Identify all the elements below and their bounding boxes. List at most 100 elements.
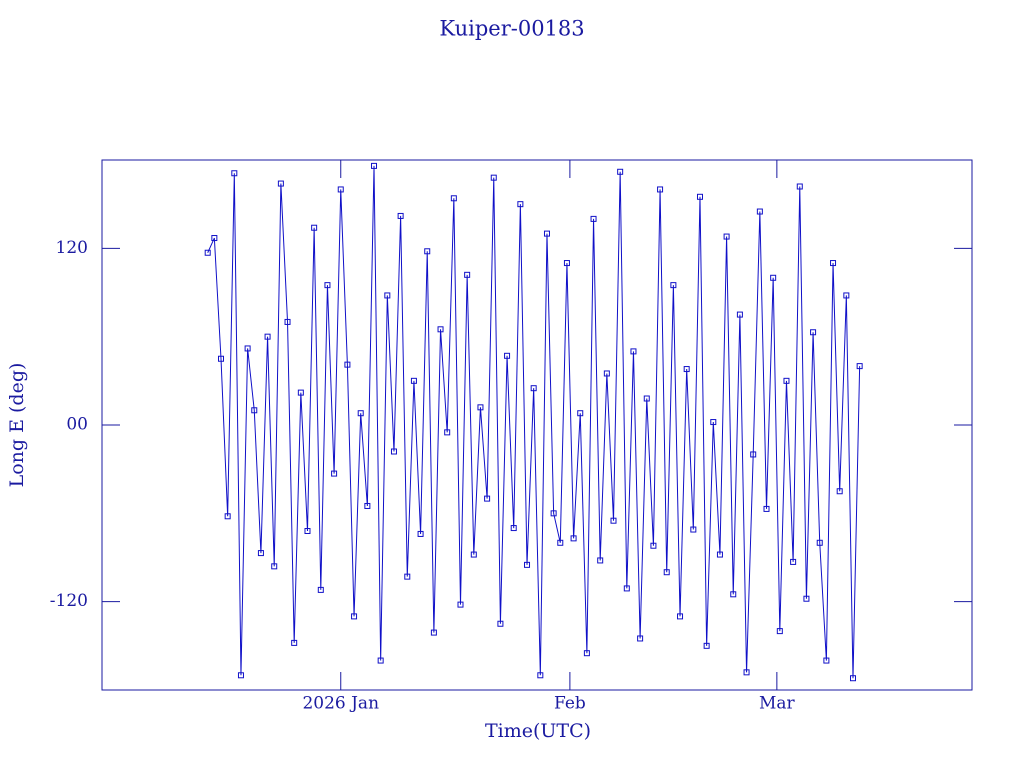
data-point: [497, 620, 504, 627]
data-point: [557, 539, 564, 546]
data-point: [663, 569, 670, 576]
data-point: [637, 635, 644, 642]
data-point: [517, 201, 524, 208]
data-point: [643, 395, 650, 402]
data-point: [351, 613, 358, 620]
data-point: [790, 558, 797, 565]
x-axis-label: Time(UTC): [485, 720, 591, 742]
data-point: [843, 292, 850, 299]
data-point: [756, 208, 763, 215]
data-point: [550, 510, 557, 517]
data-point: [683, 366, 690, 373]
data-point: [244, 345, 251, 352]
data-point: [450, 195, 457, 202]
data-point: [284, 318, 291, 325]
chart-title: Kuiper-00183: [439, 17, 584, 41]
data-point: [543, 230, 550, 237]
data-point: [510, 525, 517, 532]
data-point: [311, 224, 318, 231]
data-point: [823, 657, 830, 664]
data-point: [750, 451, 757, 458]
data-point: [430, 629, 437, 636]
data-point: [570, 535, 577, 542]
data-point: [390, 448, 397, 455]
data-point: [603, 370, 610, 377]
data-point: [524, 561, 531, 568]
data-point: [577, 410, 584, 417]
data-point: [783, 377, 790, 384]
data-point: [211, 235, 218, 242]
data-line: [207, 165, 861, 679]
data-point: [237, 672, 244, 679]
data-point: [617, 168, 624, 175]
y-tick-label: 120: [56, 238, 88, 258]
data-point: [677, 613, 684, 620]
data-point: [304, 528, 311, 534]
data-point: [803, 595, 810, 602]
data-point: [371, 162, 378, 169]
data-point: [464, 271, 471, 278]
y-tick-label: -120: [50, 591, 88, 611]
data-point: [583, 650, 590, 657]
data-point: [716, 551, 723, 558]
data-point: [457, 601, 464, 608]
data-point: [770, 274, 777, 281]
data-point: [776, 628, 783, 635]
data-point: [710, 419, 717, 426]
data-point: [830, 260, 837, 267]
data-point: [623, 585, 630, 592]
data-point: [504, 352, 511, 359]
data-point: [590, 215, 597, 222]
data-point: [364, 502, 371, 509]
data-point: [836, 488, 843, 495]
data-point: [796, 183, 803, 190]
data-point: [470, 551, 477, 558]
data-point: [490, 174, 497, 181]
plot-area: [204, 162, 863, 682]
data-point: [384, 292, 391, 299]
data-point: [218, 355, 225, 362]
data-point: [856, 363, 863, 370]
data-point: [297, 389, 304, 396]
data-point: [324, 282, 331, 289]
data-point: [404, 573, 411, 580]
data-point: [437, 326, 444, 333]
data-point: [703, 642, 710, 649]
data-point: [417, 530, 424, 537]
data-point: [736, 311, 743, 318]
data-point: [630, 348, 637, 355]
data-point: [377, 657, 384, 664]
data-point: [690, 526, 697, 533]
data-point: [357, 410, 364, 417]
data-point: [650, 542, 657, 549]
data-point: [810, 329, 817, 336]
x-tick-label: Mar: [759, 694, 796, 714]
data-point: [337, 186, 344, 193]
data-point: [331, 470, 338, 477]
data-point: [424, 248, 431, 255]
data-point: [271, 563, 278, 570]
data-point: [231, 170, 238, 177]
y-tick-label: 00: [66, 415, 88, 435]
data-point: [204, 249, 211, 256]
y-axis-label: Long E (deg): [6, 363, 28, 488]
data-point: [537, 672, 544, 679]
x-tick-label: 2026 Jan: [302, 694, 379, 714]
data-point: [477, 404, 484, 411]
x-tick-label: Feb: [554, 694, 586, 714]
data-point: [763, 505, 770, 512]
data-point: [657, 186, 664, 193]
data-point: [224, 513, 231, 520]
data-point: [484, 495, 491, 502]
data-point: [397, 212, 404, 219]
data-point: [849, 675, 856, 682]
data-point: [743, 669, 750, 676]
data-point: [563, 260, 570, 267]
data-point: [723, 233, 730, 240]
data-point: [670, 282, 677, 289]
data-point: [410, 377, 417, 384]
data-point: [530, 385, 537, 392]
data-point: [610, 517, 617, 524]
